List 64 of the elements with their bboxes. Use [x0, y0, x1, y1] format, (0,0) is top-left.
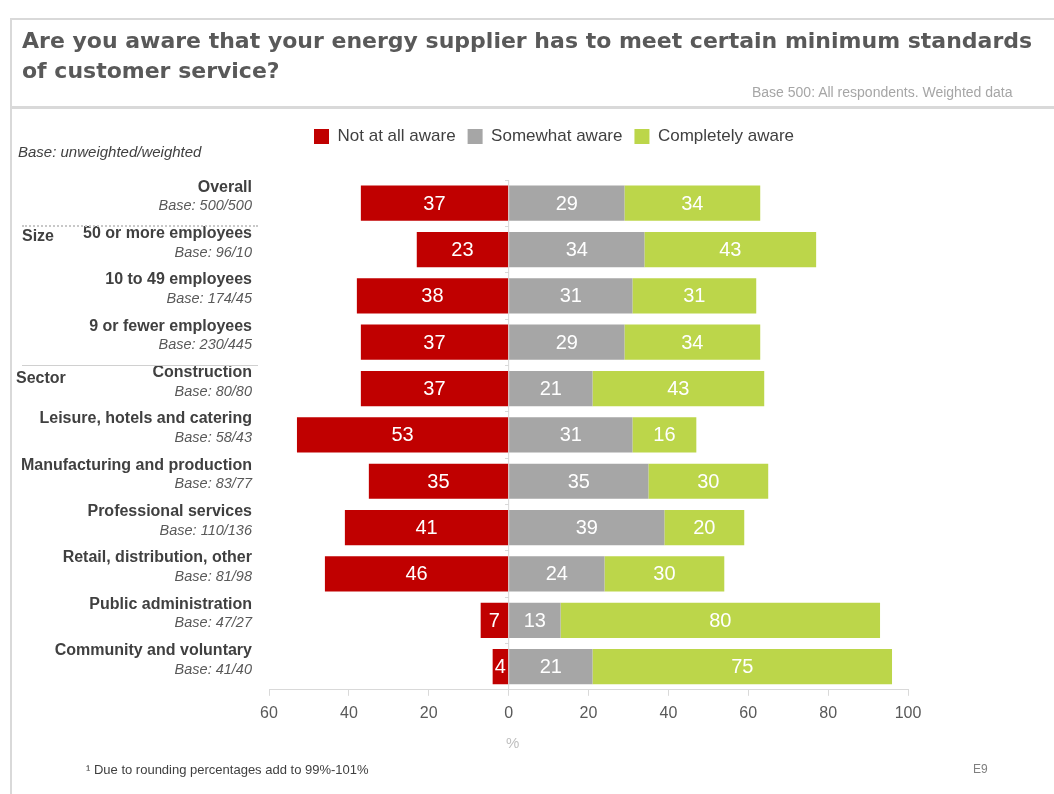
data-label: 34	[681, 191, 704, 214]
y-tick-label: Public administration Base: 47/27	[89, 594, 253, 631]
text: ¹ Due to rounding percentages add to 99%-101%	[86, 762, 369, 777]
data-label: 29	[555, 330, 578, 353]
data-label: 13	[523, 608, 546, 631]
data-label: 30	[697, 469, 720, 492]
data-label: 7	[488, 608, 500, 631]
data-label: 43	[667, 377, 690, 400]
x-tick-label: 20	[419, 703, 438, 721]
data-label: 20	[693, 516, 716, 539]
y-tick-label: 10 to 49 employees Base: 174/45	[105, 270, 253, 306]
data-label: 31	[683, 284, 706, 307]
x-tick-label: 0	[504, 703, 514, 721]
data-label: 46	[405, 562, 428, 585]
data-label: 37	[423, 377, 446, 400]
data-label: 37	[423, 330, 446, 353]
y-tick-label: Leisure, hotels and catering Base: 58/43	[39, 409, 252, 445]
data-label: 35	[427, 469, 450, 492]
data-label: 80	[709, 608, 732, 631]
x-tick-label: 20	[579, 703, 598, 721]
x-axis-title: %	[505, 733, 520, 751]
y-tick-label: Professional services Base: 110/136	[87, 502, 253, 538]
text: E9	[973, 762, 988, 776]
data-label: 37	[423, 191, 446, 214]
data-label: 53	[391, 423, 414, 446]
y-tick-label: Construction Base: 80/80	[152, 362, 252, 399]
data-label: 21	[539, 655, 562, 678]
data-label: 43	[719, 238, 742, 261]
x-tick-label: 60	[739, 703, 758, 721]
y-tick-label: Manufacturing and production Base: 83/77	[20, 455, 253, 492]
legend-label: Somewhat aware	[491, 126, 623, 146]
legend-label: Not at all aware	[337, 126, 456, 146]
data-label: 24	[545, 562, 568, 585]
data-label: 34	[565, 238, 588, 261]
data-label: 41	[415, 516, 438, 539]
y-tick-label: Retail, distribution, other Base: 81/98	[62, 548, 252, 584]
x-tick-label: 40	[339, 703, 358, 721]
data-label: 31	[559, 423, 582, 446]
text: Size	[22, 227, 55, 245]
x-tick-label: 100	[894, 703, 922, 721]
data-label: 34	[681, 330, 704, 353]
data-label: 38	[421, 284, 444, 307]
y-tick-label: 9 or fewer employees Base: 230/445	[89, 316, 253, 353]
data-label: 4	[494, 655, 506, 678]
text: Sector	[16, 369, 66, 387]
x-tick-label: 80	[819, 703, 838, 721]
legend-label: Completely aware	[657, 126, 795, 146]
x-tick-label: 40	[659, 703, 678, 721]
data-label: 16	[653, 423, 676, 446]
y-tick-label: 50 or more employees Base: 96/10	[83, 223, 253, 260]
data-label: 39	[575, 516, 598, 539]
y-tick-label: Overall Base: 500/500	[158, 177, 252, 214]
text: Base: unweighted/weighted	[18, 143, 202, 160]
data-label: 35	[567, 469, 590, 492]
chart-title: Are you aware that your energy supplier has to meet certain minimum standards of customer service?	[22, 28, 1033, 83]
data-label: 75	[731, 655, 754, 678]
chart-subtitle: Base 500: All respondents. Weighted data	[752, 84, 1013, 100]
data-label: 21	[539, 377, 562, 400]
data-label: 23	[451, 238, 474, 261]
data-label: 31	[559, 284, 582, 307]
data-label: 30	[653, 562, 676, 585]
data-label: 29	[555, 191, 578, 214]
x-tick-label: 60	[260, 703, 278, 721]
y-tick-label: Community and voluntary Base: 41/40	[54, 641, 253, 677]
